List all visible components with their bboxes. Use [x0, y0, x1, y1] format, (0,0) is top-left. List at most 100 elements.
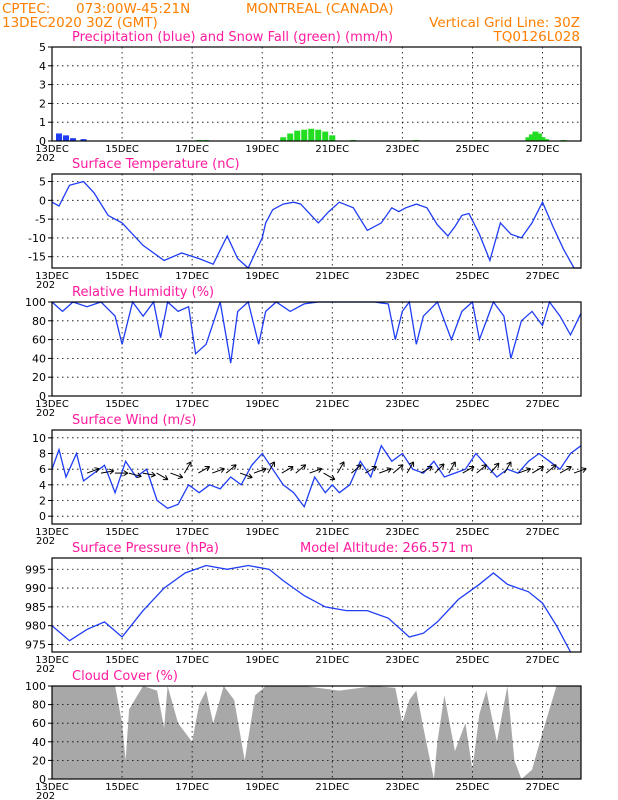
- y-tick-label-cloud-3: 60: [32, 717, 46, 730]
- x-tick-label-humidity-4: 21DEC: [315, 399, 349, 410]
- x-tick-label-cloud-0: 13DEC: [35, 782, 69, 793]
- y-tick-label-wind-4: 8: [39, 448, 46, 461]
- x-tick-label-precip-7: 27DEC: [526, 144, 560, 155]
- bar-snow-8: [322, 131, 329, 141]
- frame-humidity: [51, 301, 582, 397]
- x-start-label-pressure: 202: [36, 664, 55, 675]
- wind-arrow-25: [434, 463, 445, 474]
- bar-snow-15: [535, 133, 542, 141]
- x-tick-label-temperature-3: 19DEC: [245, 271, 279, 282]
- y-tick-label-wind-3: 6: [39, 463, 46, 476]
- y-tick-label-humidity-3: 60: [32, 334, 46, 347]
- x-start-label-cloud: 202: [36, 791, 55, 800]
- bar-precip-3: [80, 139, 87, 141]
- wind-arrow-32: [532, 465, 544, 474]
- y-tick-label-cloud-0: 0: [39, 773, 46, 786]
- y-tick-label-precip-4: 4: [39, 60, 46, 73]
- bar-snow-7: [315, 129, 322, 141]
- y-tick-label-temperature-3: 0: [39, 194, 46, 207]
- panel-wind: 13DEC 15DEC 17DEC 19DEC 21DEC 23DEC 25DEC 27DEC…: [32, 429, 587, 547]
- wind-arrow-12: [253, 467, 267, 474]
- x-tick-label-precip-6: 25DEC: [456, 144, 490, 155]
- wind-arrow-28: [476, 464, 488, 474]
- wind-arrow-13: [267, 461, 275, 474]
- x-tick-label-pressure-6: 25DEC: [456, 655, 490, 666]
- x-tick-label-wind-6: 25DEC: [456, 527, 490, 538]
- y-tick-label-pressure-1: 980: [25, 620, 46, 633]
- wind-arrow-27: [462, 465, 475, 474]
- wind-arrow-9: [212, 467, 225, 474]
- frame-pressure: [51, 557, 582, 653]
- y-tick-label-wind-0: 0: [39, 510, 46, 523]
- x-tick-label-humidity-3: 19DEC: [245, 399, 279, 410]
- x-tick-label-precip-3: 19DEC: [245, 144, 279, 155]
- x-tick-label-wind-4: 21DEC: [315, 527, 349, 538]
- wind-arrow-7: [183, 461, 192, 474]
- header-run-time: 13DEC2020 30Z (GMT): [2, 15, 158, 31]
- y-tick-label-precip-3: 3: [39, 79, 46, 92]
- wind-arrow-26: [448, 461, 456, 474]
- x-tick-label-pressure-1: 15DEC: [105, 655, 139, 666]
- bar-snow-14: [532, 131, 539, 141]
- y-tick-label-pressure-3: 990: [25, 582, 46, 595]
- x-tick-label-temperature-4: 21DEC: [315, 271, 349, 282]
- wind-arrow-11: [239, 472, 253, 479]
- x-tick-label-wind-7: 27DEC: [526, 527, 560, 538]
- y-tick-label-wind-1: 2: [39, 495, 46, 508]
- bar-snow-13: [528, 134, 535, 141]
- wind-arrow-5: [156, 472, 169, 481]
- frame-precip: [51, 46, 582, 142]
- wind-arrow-30: [503, 461, 512, 474]
- temperature-series-line: [51, 180, 581, 270]
- bar-precip-0: [56, 133, 63, 141]
- panel-precip: 13DEC 15DEC 17DEC 19DEC 21DEC 23DEC 25DEC 27DEC…: [35, 41, 582, 164]
- x-tick-label-wind-1: 15DEC: [105, 527, 139, 538]
- panel-title-temperature: Surface Temperature (nC): [72, 157, 240, 172]
- y-tick-label-humidity-5: 100: [25, 296, 46, 309]
- wind-arrow-3: [128, 472, 142, 479]
- panel-humidity: 13DEC 15DEC 17DEC 19DEC 21DEC 23DEC 25DEC 27DEC…: [25, 296, 582, 419]
- y-tick-label-wind-2: 4: [39, 479, 46, 492]
- x-tick-label-cloud-6: 25DEC: [456, 782, 490, 793]
- x-tick-label-humidity-0: 13DEC: [35, 399, 69, 410]
- panel-pressure: 13DEC 15DEC 17DEC 19DEC 21DEC 23DEC 25DEC 27DEC…: [25, 557, 582, 675]
- wind-arrow-22: [392, 464, 404, 474]
- wind-arrow-0: [86, 467, 100, 474]
- y-tick-label-cloud-2: 40: [32, 736, 46, 749]
- wind-arrow-16: [309, 467, 323, 474]
- bar-precip-1: [63, 135, 70, 141]
- x-tick-label-cloud-3: 19DEC: [245, 782, 279, 793]
- y-tick-label-temperature-1: -10: [28, 232, 46, 245]
- x-tick-label-pressure-2: 17DEC: [175, 655, 209, 666]
- y-tick-label-pressure-4: 995: [25, 563, 46, 576]
- header-grid-note: Vertical Grid Line: 30Z: [429, 15, 580, 31]
- wind-arrow-23: [406, 461, 415, 474]
- y-tick-label-temperature-2: -5: [35, 213, 46, 226]
- wind-arrow-20: [365, 465, 377, 474]
- humidity-series-line: [51, 300, 582, 364]
- y-tick-label-humidity-1: 20: [32, 371, 46, 384]
- x-tick-label-cloud-7: 27DEC: [526, 782, 560, 793]
- panel-title-humidity: Relative Humidity (%): [72, 285, 214, 300]
- pressure-series-line: [51, 564, 572, 653]
- wind-arrow-31: [518, 467, 531, 474]
- x-tick-label-cloud-2: 17DEC: [175, 782, 209, 793]
- x-tick-label-temperature-1: 15DEC: [105, 271, 139, 282]
- wind-arrow-1: [100, 468, 115, 475]
- x-start-label-humidity: 202: [36, 408, 55, 419]
- y-tick-label-humidity-4: 80: [32, 315, 46, 328]
- bar-snow-12: [525, 137, 532, 141]
- bar-snow-5: [301, 129, 308, 141]
- x-tick-label-pressure-7: 27DEC: [526, 655, 560, 666]
- header-model-code: TQ0126L028: [492, 29, 580, 45]
- wind-arrow-4: [142, 471, 156, 478]
- bar-snow-4: [294, 130, 301, 141]
- x-tick-label-precip-0: 13DEC: [35, 144, 69, 155]
- x-tick-label-precip-5: 23DEC: [385, 144, 419, 155]
- x-tick-label-pressure-5: 23DEC: [385, 655, 419, 666]
- y-tick-label-pressure-2: 985: [25, 601, 46, 614]
- wind-arrow-21: [379, 467, 392, 474]
- x-tick-label-temperature-0: 13DEC: [35, 271, 69, 282]
- y-tick-label-cloud-5: 100: [25, 680, 46, 693]
